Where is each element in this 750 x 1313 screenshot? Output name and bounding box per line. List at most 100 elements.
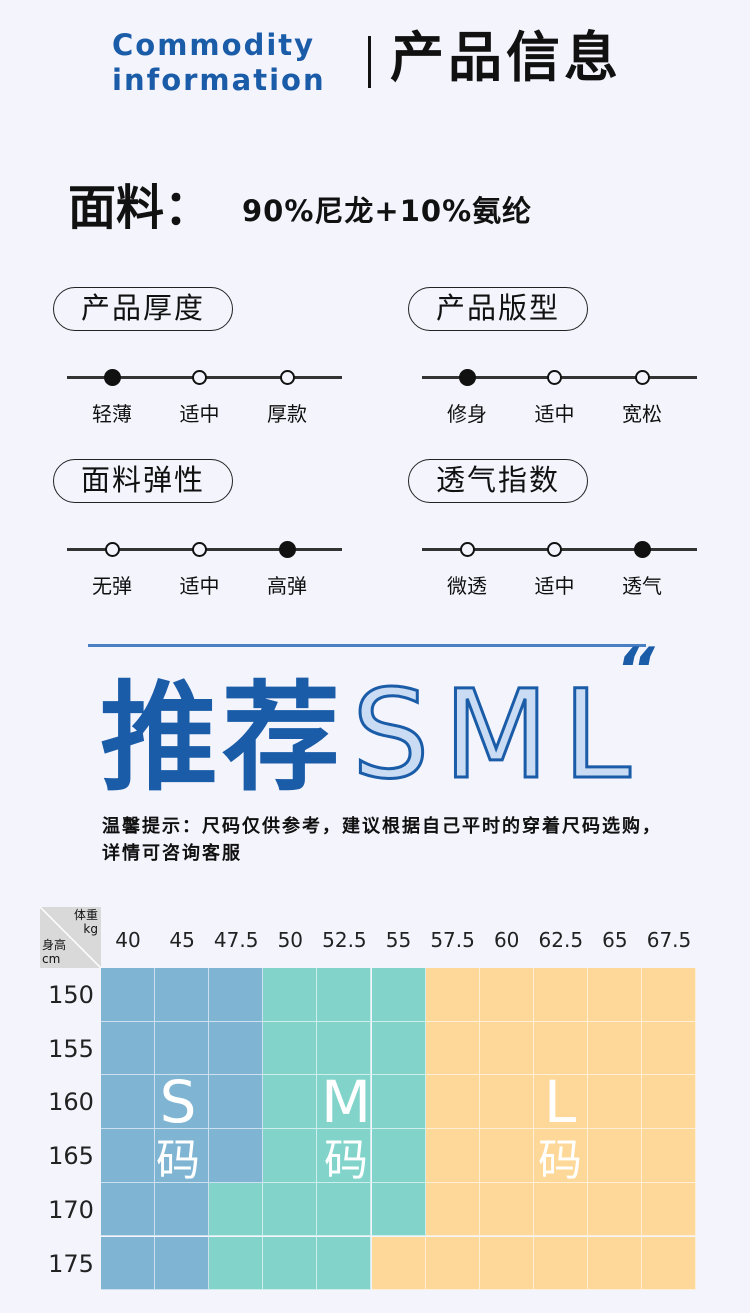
size-cell-L xyxy=(642,1236,697,1291)
size-cell-M xyxy=(317,1021,372,1076)
unselected-dot-icon xyxy=(104,542,120,557)
size-cell-L xyxy=(642,968,697,1022)
corner-weight: 体重 xyxy=(73,908,98,922)
size-cell-M xyxy=(263,1236,318,1291)
weight-header: 52.5 xyxy=(322,928,367,952)
size-cell-L xyxy=(425,1129,480,1183)
attribute-option-label: 厚款 xyxy=(267,402,307,426)
size-cell-S xyxy=(101,1236,156,1291)
size-cell-S xyxy=(209,1021,264,1076)
divider-rule xyxy=(88,644,646,647)
size-cell-S xyxy=(209,1075,264,1130)
unselected-dot-icon xyxy=(547,542,562,557)
size-cell-S xyxy=(155,1236,210,1291)
diagonal-line xyxy=(40,907,101,968)
size-cell-L xyxy=(425,1236,480,1291)
attribute-title: 产品版型 xyxy=(408,287,588,331)
attribute-option-label: 高弹 xyxy=(267,574,307,598)
size-label: M xyxy=(320,1068,372,1136)
weight-header: 60 xyxy=(493,928,520,952)
size-cell-L xyxy=(642,1129,697,1183)
size-cell-L xyxy=(587,1075,642,1130)
corner-height-unit: cm xyxy=(42,952,61,966)
weight-header: 67.5 xyxy=(646,928,692,952)
fabric-value: 90%尼龙+10%氨纶 xyxy=(242,194,533,228)
selected-dot-icon xyxy=(103,369,121,386)
height-header: 160 xyxy=(48,1088,94,1117)
size-cell-S xyxy=(209,968,264,1022)
weight-header: 50 xyxy=(277,928,304,952)
unselected-dot-icon xyxy=(547,370,562,385)
size-cell-L xyxy=(587,1021,642,1076)
size-cell-M xyxy=(263,1021,318,1076)
header-divider xyxy=(368,36,371,88)
attribute-option-label: 适中 xyxy=(179,402,220,426)
size-cell-L xyxy=(425,968,480,1022)
size-cell-M xyxy=(317,1182,372,1237)
size-cell-L xyxy=(587,1182,642,1237)
size-chart-corner: 体重 kg 身高 cm xyxy=(40,907,101,968)
size-suffix: 码 xyxy=(538,1135,582,1186)
attribute-option-label: 微透 xyxy=(447,574,487,598)
size-suffix: 码 xyxy=(156,1135,200,1186)
height-header: 175 xyxy=(48,1249,94,1278)
attribute-title: 产品厚度 xyxy=(53,287,233,331)
size-cell-M xyxy=(263,1075,318,1130)
selected-dot-icon xyxy=(633,541,651,558)
size-cell-M xyxy=(263,1182,318,1237)
attribute-option-label: 适中 xyxy=(179,574,220,598)
size-cell-S xyxy=(101,1182,156,1237)
size-cell-S xyxy=(155,1182,210,1237)
size-cell-S xyxy=(101,1129,156,1183)
size-cell-L xyxy=(587,968,642,1022)
weight-header: 57.5 xyxy=(430,928,475,952)
size-cell-L xyxy=(425,1182,480,1237)
size-cell-M xyxy=(371,1182,426,1237)
page-title: 产品信息 xyxy=(390,26,622,89)
header-en-line1: Commodity xyxy=(112,28,316,62)
size-cell-M xyxy=(209,1236,264,1291)
corner-weight-unit: kg xyxy=(83,922,98,936)
selected-dot-icon xyxy=(278,541,296,558)
size-cell-M xyxy=(263,1129,318,1183)
size-cell-L xyxy=(533,1182,588,1237)
size-cell-L xyxy=(587,1236,642,1291)
size-cell-L xyxy=(533,1236,588,1291)
size-cell-L xyxy=(479,968,534,1022)
size-tip: 温馨提示：尺码仅供参考，建议根据自己平时的穿着尺码选购，详情可咨询客服 xyxy=(102,816,662,864)
unselected-dot-icon xyxy=(459,542,475,557)
attribute-option-label: 适中 xyxy=(534,574,575,598)
weight-header: 40 xyxy=(115,928,141,952)
size-cell-M xyxy=(209,1182,264,1237)
weight-header: 62.5 xyxy=(538,928,584,952)
attribute-option-label: 修身 xyxy=(447,402,487,426)
size-cell-M xyxy=(371,1021,426,1076)
recommend-sizes: SML xyxy=(351,663,645,808)
size-cell-S xyxy=(155,1129,210,1183)
size-cell-S xyxy=(209,1129,264,1183)
quote-mark: “ xyxy=(616,635,655,705)
size-cell-M xyxy=(317,1236,372,1291)
size-cell-L xyxy=(533,1021,588,1076)
size-cell-M xyxy=(371,1129,426,1183)
size-cell-L xyxy=(533,1075,588,1130)
size-cell-L xyxy=(371,1236,426,1291)
size-cell-L xyxy=(425,1021,480,1076)
attribute-option-label: 透气 xyxy=(622,574,662,598)
size-cell-L xyxy=(642,1075,697,1130)
height-header: 150 xyxy=(48,981,94,1009)
attribute-option-label: 轻薄 xyxy=(92,402,132,426)
unselected-dot-icon xyxy=(192,370,207,385)
size-cell-M xyxy=(317,1075,372,1130)
size-cell-L xyxy=(642,1021,697,1076)
size-cell-M xyxy=(317,1129,372,1183)
size-cell-L xyxy=(425,1075,480,1130)
unselected-dot-icon xyxy=(279,370,295,385)
size-label: L xyxy=(543,1068,577,1136)
size-cell-S xyxy=(101,1021,156,1076)
size-cell-S xyxy=(155,1021,210,1076)
selected-dot-icon xyxy=(458,369,476,386)
size-cell-L xyxy=(642,1182,697,1237)
size-cell-S xyxy=(155,968,210,1022)
size-cell-L xyxy=(479,1182,534,1237)
